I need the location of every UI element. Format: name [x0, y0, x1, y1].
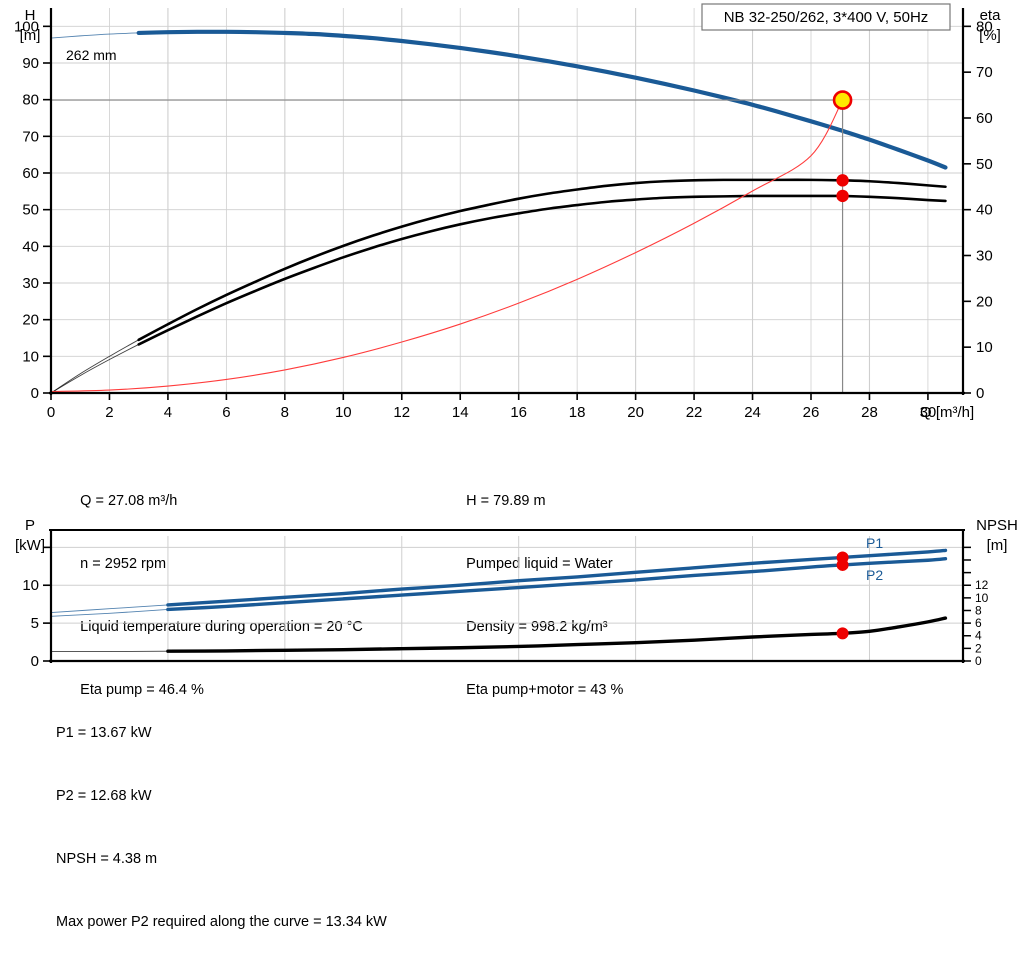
- tick-label-head: 0: [31, 385, 39, 402]
- tick-label-flow: 4: [164, 404, 172, 420]
- tick-label-npsh: 12: [975, 578, 989, 592]
- tick-label-head: 70: [22, 128, 39, 145]
- tick-label-flow: 6: [222, 404, 230, 420]
- efficiency-duty-marker: [836, 190, 848, 202]
- tick-label-flow: 12: [393, 404, 410, 420]
- tick-label-npsh: 6: [975, 616, 982, 630]
- tick-label-head: 30: [22, 275, 39, 292]
- axis-title-eta-unit: eta: [980, 7, 1002, 24]
- tick-label-eta: 60: [976, 110, 993, 127]
- tick-label-head: 40: [22, 238, 39, 255]
- tick-label-head: 60: [22, 165, 39, 182]
- axis-title-head-unit: [m]: [20, 27, 41, 44]
- info-row: P1 = 13.67 kW: [56, 723, 996, 744]
- axis-title-flow: Q [m³/h]: [920, 404, 974, 420]
- efficiency-curve: [139, 180, 946, 340]
- axis-title-power-unit: [kW]: [15, 537, 45, 554]
- tick-label-head: 90: [22, 55, 39, 72]
- tick-label-flow: 16: [510, 404, 527, 420]
- info-row: Max power P2 required along the curve = …: [56, 912, 996, 933]
- axis-title-npsh-unit: NPSH: [976, 518, 1018, 534]
- tick-label-power: 10: [22, 577, 39, 594]
- tick-label-flow: 2: [105, 404, 113, 420]
- info-p2: P2 = 12.68 kW: [56, 788, 152, 804]
- system-curve: [51, 100, 843, 391]
- tick-label-npsh: 0: [975, 654, 982, 668]
- pump-model-title: NB 32-250/262, 3*400 V, 50Hz: [724, 9, 929, 26]
- tick-label-npsh: 10: [975, 591, 989, 605]
- npsh-duty-marker: [837, 627, 849, 639]
- info-p1: P1 = 13.67 kW: [56, 725, 152, 741]
- tick-label-npsh: 8: [975, 603, 982, 617]
- gridlines: [51, 536, 963, 661]
- tick-label-eta: 30: [976, 248, 993, 265]
- tick-label-eta: 50: [976, 156, 993, 173]
- tick-label-npsh: 2: [975, 641, 982, 655]
- duty-point-marker: [834, 92, 851, 109]
- tick-label-flow: 22: [686, 404, 703, 420]
- head-eta-chart: 0102030405060708090100010203040506070800…: [0, 0, 1024, 420]
- info-h: H = 79.89 m: [466, 491, 545, 512]
- tick-label-npsh: 4: [975, 629, 982, 643]
- curves: [51, 550, 945, 651]
- tick-label-power: 5: [31, 615, 39, 632]
- tick-label-flow: 24: [744, 404, 761, 420]
- curve-thin-segment: [51, 609, 168, 616]
- info-npsh: NPSH = 4.38 m: [56, 851, 157, 867]
- info-row: NPSH = 4.38 m: [56, 849, 996, 870]
- power-info: P1 = 13.67 kW P2 = 12.68 kW NPSH = 4.38 …: [56, 681, 996, 975]
- tick-label-head: 20: [22, 312, 39, 329]
- tick-label-flow: 20: [627, 404, 644, 420]
- tick-label-head: 80: [22, 92, 39, 109]
- tick-label-eta: 40: [976, 202, 993, 219]
- tick-label-flow: 28: [861, 404, 878, 420]
- info-row: P2 = 12.68 kW: [56, 786, 996, 807]
- tick-label-flow: 18: [569, 404, 586, 420]
- info-q: Q = 27.08 m³/h: [80, 491, 466, 512]
- series-label-p1: P1: [866, 535, 883, 551]
- tick-label-flow: 10: [335, 404, 352, 420]
- efficiency-curve: [139, 196, 946, 345]
- tick-label-flow: 0: [47, 404, 55, 420]
- impeller-diameter-label: 262 mm: [66, 47, 117, 63]
- tick-label-head: 50: [22, 202, 39, 219]
- axis-title-npsh-unit: [m]: [987, 537, 1008, 554]
- duty-point-circle: [834, 92, 851, 109]
- power-duty-marker: [837, 559, 849, 571]
- tick-label-flow: 26: [803, 404, 820, 420]
- tick-label-eta: 10: [976, 339, 993, 356]
- axis-title-eta-unit: [%]: [979, 27, 1001, 44]
- tick-label-eta: 20: [976, 293, 993, 310]
- tick-label-eta: 0: [976, 385, 984, 402]
- axis-title-head-unit: H: [25, 7, 36, 24]
- tick-label-flow: 8: [281, 404, 289, 420]
- info-max-power: Max power P2 required along the curve = …: [56, 914, 387, 930]
- tick-label-eta: 70: [976, 64, 993, 81]
- axis-title-power-unit: P: [25, 518, 35, 534]
- tick-label-power: 0: [31, 653, 39, 670]
- tick-label-flow: 14: [452, 404, 469, 420]
- curve-thin-segment: [51, 605, 168, 613]
- efficiency-duty-marker: [836, 174, 848, 186]
- series-label-p2: P2: [866, 567, 883, 583]
- tick-label-head: 10: [22, 348, 39, 365]
